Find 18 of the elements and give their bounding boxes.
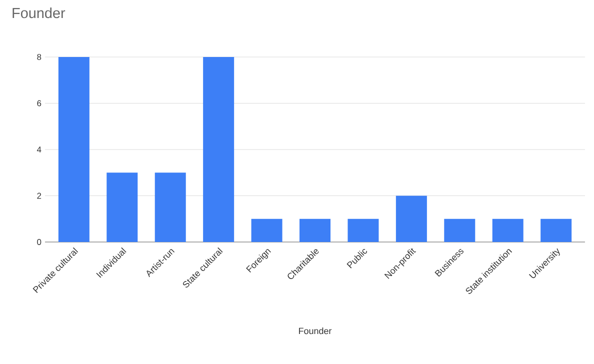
chart-title: Founder <box>12 8 66 18</box>
y-tick-label: 8 <box>37 54 42 60</box>
y-tick-label: 4 <box>36 146 42 152</box>
x-axis-title: Founder <box>299 328 332 334</box>
bar <box>58 57 90 242</box>
y-tick-label: 6 <box>37 100 42 106</box>
y-tick-label: 0 <box>37 239 42 245</box>
bar <box>492 218 524 242</box>
y-tick-label: 2 <box>37 192 42 199</box>
bar <box>348 218 379 242</box>
bar <box>106 172 138 242</box>
bar <box>396 196 427 242</box>
bar <box>540 218 572 242</box>
bar <box>300 218 331 242</box>
bar <box>444 218 476 242</box>
bar <box>251 218 282 242</box>
bar <box>203 57 234 242</box>
bar <box>154 172 186 242</box>
